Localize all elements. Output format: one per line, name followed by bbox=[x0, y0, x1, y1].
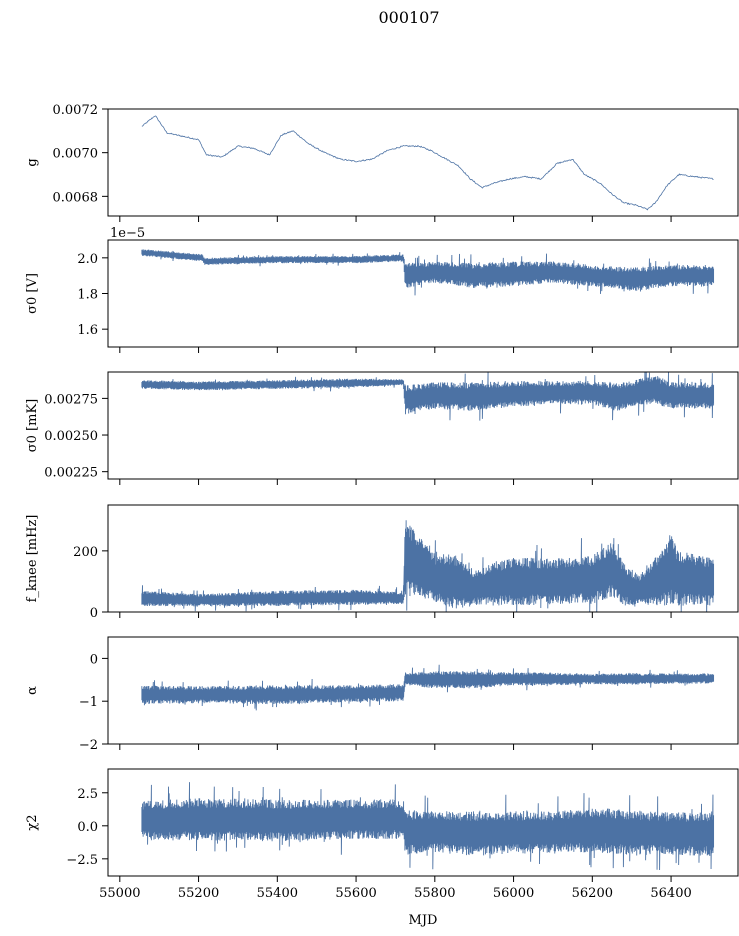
y-tick-label: −2.5 bbox=[66, 853, 98, 868]
series-group bbox=[141, 782, 715, 871]
series-group bbox=[141, 115, 714, 211]
axes-frame bbox=[107, 108, 739, 217]
y-scale-note: 1e−5 bbox=[110, 226, 145, 241]
axes-frame bbox=[107, 371, 739, 480]
y-axis-label: g bbox=[25, 158, 40, 166]
panel-4: 0 200 f_knee [mHz] bbox=[25, 504, 739, 621]
x-tick-label: 55200 bbox=[178, 886, 219, 901]
figure-title: 000107 bbox=[378, 8, 439, 27]
y-axis-label: f_knee [mHz] bbox=[25, 515, 40, 603]
y-axis-label: σ0 [mK] bbox=[25, 399, 40, 452]
series-line bbox=[141, 520, 715, 612]
y-tick-label: −2 bbox=[79, 738, 98, 753]
x-tick-label: 55800 bbox=[414, 886, 455, 901]
panel-5: −2 −1 0 α bbox=[25, 636, 739, 753]
panel-2: 1.6 1.8 2.0 σ0 [V] 1e−5 bbox=[25, 226, 739, 353]
y-tick-label: 0 bbox=[90, 606, 98, 621]
y-tick-label: 0.00225 bbox=[44, 466, 98, 481]
y-tick-label: 0 bbox=[90, 652, 98, 667]
x-tick-label: 56000 bbox=[493, 886, 534, 901]
y-tick-label: 1.8 bbox=[77, 288, 98, 303]
axes-frame bbox=[107, 636, 739, 745]
y-tick-label: 0.0072 bbox=[53, 103, 99, 118]
y-tick-label: 1.6 bbox=[77, 323, 98, 338]
series-group bbox=[141, 664, 715, 711]
y-tick-label: 0.00275 bbox=[44, 392, 98, 407]
panel-3: 0.00225 0.00250 0.00275 σ0 [mK] bbox=[25, 371, 739, 485]
panel-6: −2.5 0.0 2.5 55000 55200 55400 55600 55800 56000… bbox=[25, 768, 739, 901]
y-tick-label: 200 bbox=[73, 545, 98, 560]
y-tick-label: 0.00250 bbox=[44, 429, 98, 444]
x-tick-label: 56200 bbox=[572, 886, 613, 901]
y-tick-label: 0.0 bbox=[77, 820, 98, 835]
x-tick-label: 55600 bbox=[335, 886, 376, 901]
series-group bbox=[141, 249, 715, 296]
y-axis-label: α bbox=[25, 686, 40, 695]
y-axis-label: σ0 [V] bbox=[25, 273, 40, 314]
x-axis-label: MJD bbox=[409, 913, 438, 928]
series-line bbox=[141, 372, 715, 421]
axes-frame bbox=[107, 504, 739, 613]
y-tick-label: 2.0 bbox=[77, 252, 98, 267]
x-tick-label: 56400 bbox=[650, 886, 691, 901]
y-tick-label: 2.5 bbox=[77, 787, 98, 802]
axes-frame bbox=[107, 768, 739, 877]
x-tick-label: 55000 bbox=[99, 886, 140, 901]
y-tick-label: 0.0070 bbox=[53, 147, 99, 162]
panels-group: 0.0068 0.0070 0.0072 g 1.6 1.8 2.0 σ0 [V] 1e−5 0.… bbox=[25, 103, 739, 901]
y-tick-label: −1 bbox=[79, 695, 98, 710]
series-group bbox=[141, 520, 715, 612]
series-line bbox=[141, 664, 715, 711]
series-line bbox=[141, 115, 714, 211]
y-axis-label: χ2 bbox=[25, 814, 40, 830]
y-tick-label: 0.0068 bbox=[53, 190, 99, 205]
x-tick-label: 55400 bbox=[257, 886, 298, 901]
series-line bbox=[141, 782, 715, 871]
series-line bbox=[141, 249, 715, 296]
series-group bbox=[141, 372, 715, 421]
panel-1: 0.0068 0.0070 0.0072 g bbox=[25, 103, 739, 222]
